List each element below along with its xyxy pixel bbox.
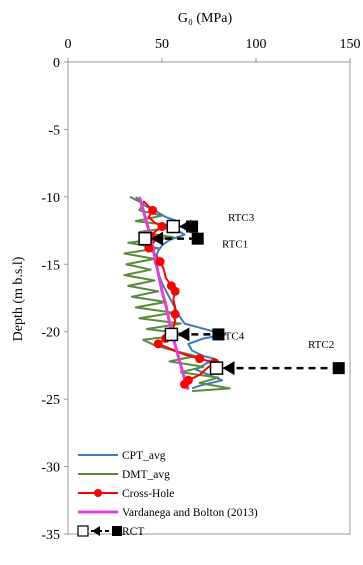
cross-hole-point [155,257,165,267]
rct-filled-square [332,362,345,375]
cross-hole-point [170,309,180,319]
x-axis-title: G₀ (MPa) [178,11,233,26]
y-tick-label: 0 [53,56,60,71]
legend-label: CPT_avg [122,450,166,462]
y-tick-label: -25 [41,393,60,408]
y-tick-label: -5 [48,123,60,138]
legend: CPT_avg DMT_avg Cross-Hole Vardanega and Bo… [77,450,258,538]
y-tick-label: -10 [41,191,60,206]
cross-hole-point [180,379,190,389]
y-axis-title: Depth (m b.s.l) [11,256,26,341]
rct-filled-square [186,220,199,233]
rct-label: RTC1 [222,238,248,250]
rct-arrowhead [151,231,164,246]
cross-hole-point [153,339,163,349]
rct-layer: RTC3 RTC1 RTC4 RTC2 [138,212,345,376]
rct-open-square [209,361,224,375]
legend-label: RCT [122,526,144,538]
legend-label: Cross-Hole [122,488,174,500]
rct-label: RTC4 [218,330,245,342]
rct-arrowhead [222,361,235,376]
cross-hole-point [157,222,167,232]
series-layer [123,196,231,393]
y-tick-label: -35 [41,528,60,543]
x-tick-label: 100 [246,37,267,52]
x-tick-label: 150 [340,37,361,52]
axes-layer: 0 50 100 150 0 -5 -10 -15 -20 -25 -30 -35 [41,37,360,543]
legend-swatch-arrow [92,526,100,536]
series-line-dmt-avg [123,196,231,393]
legend-swatch-marker [94,489,102,497]
y-tick-label: -20 [41,326,60,341]
rct-open-square [166,219,181,234]
rct-filled-square [191,232,204,245]
rct-filled-square [212,328,225,341]
x-tick-label: 0 [65,37,72,52]
legend-label: DMT_avg [122,469,170,481]
y-tick-label: -15 [41,258,60,273]
x-tick-label: 50 [155,37,169,52]
rct-open-square [164,327,179,342]
legend-swatch-filled-square [112,526,122,536]
cross-hole-point [195,354,205,364]
cross-hole-point [170,286,180,296]
legend-label: Vardanega and Bolton (2013) [122,507,258,519]
rct-label: RTC2 [308,339,334,351]
rct-arrowhead [177,327,190,342]
plot-frame [67,61,351,535]
rct-label: RTC3 [228,212,255,224]
cross-hole-point [148,205,158,215]
rct-open-square [138,231,152,246]
series-line-vardanega-and-bolton-2013- [137,196,190,391]
legend-swatch-open-square [77,525,89,537]
cross-hole-point [144,243,154,253]
y-tick-label: -30 [41,461,60,476]
